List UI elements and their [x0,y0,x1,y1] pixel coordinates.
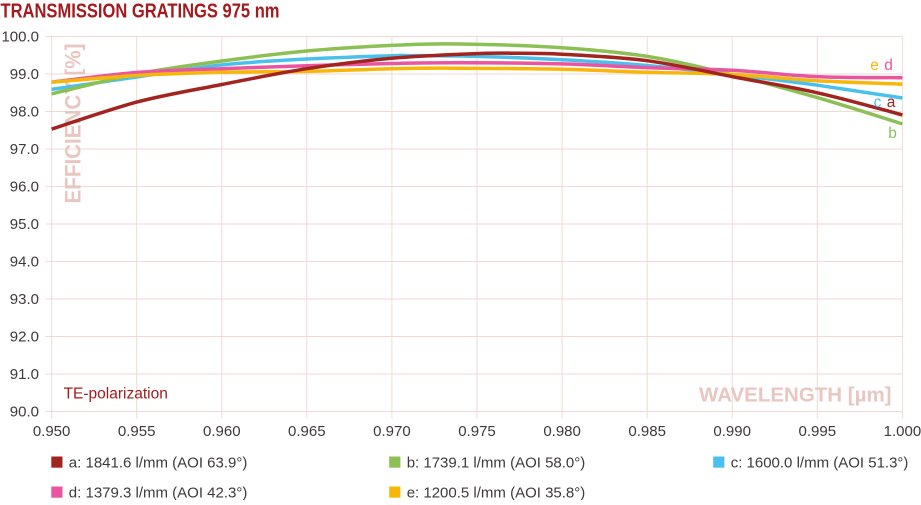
svg-text:e: e [870,57,879,74]
svg-text:0.990: 0.990 [713,423,751,440]
svg-text:0.965: 0.965 [288,423,326,440]
svg-text:c: c [874,94,882,111]
svg-text:e: 1200.5 l/mm (AOI 35.8°): e: 1200.5 l/mm (AOI 35.8°) [407,484,586,500]
svg-text:99.0: 99.0 [10,66,39,83]
svg-text:96.0: 96.0 [10,179,39,196]
svg-text:a: 1841.6 l/mm (AOI 63.9°): a: 1841.6 l/mm (AOI 63.9°) [69,454,248,471]
svg-text:0.950: 0.950 [33,423,71,440]
svg-text:0.960: 0.960 [203,423,241,440]
svg-text:90.0: 90.0 [10,404,39,421]
svg-text:1.000: 1.000 [884,423,921,440]
svg-text:d: d [884,57,893,74]
svg-text:b: 1739.1 l/mm (AOI 58.0°): b: 1739.1 l/mm (AOI 58.0°) [407,454,586,471]
svg-text:a: a [887,94,896,111]
svg-text:TE-polarization: TE-polarization [64,386,168,403]
svg-text:0.975: 0.975 [458,423,496,440]
svg-text:94.0: 94.0 [10,254,39,271]
svg-text:0.995: 0.995 [799,423,837,440]
svg-text:98.0: 98.0 [10,104,39,121]
svg-text:b: b [888,125,897,142]
svg-text:TRANSMISSION GRATINGS 975 nm: TRANSMISSION GRATINGS 975 nm [1,0,280,22]
svg-text:91.0: 91.0 [10,366,39,383]
svg-text:100.0: 100.0 [1,29,39,46]
svg-text:0.955: 0.955 [118,423,156,440]
svg-text:d: 1379.3 l/mm (AOI 42.3°): d: 1379.3 l/mm (AOI 42.3°) [69,484,248,500]
svg-text:0.980: 0.980 [543,423,581,440]
svg-text:97.0: 97.0 [10,141,39,158]
svg-text:95.0: 95.0 [10,216,39,233]
svg-text:0.985: 0.985 [628,423,666,440]
svg-text:93.0: 93.0 [10,291,39,308]
svg-text:0.970: 0.970 [373,423,411,440]
svg-text:92.0: 92.0 [10,329,39,346]
svg-text:WAVELENGTH [µm]: WAVELENGTH [µm] [699,384,892,407]
svg-text:c: 1600.0 l/mm (AOI 51.3°): c: 1600.0 l/mm (AOI 51.3°) [731,454,909,471]
